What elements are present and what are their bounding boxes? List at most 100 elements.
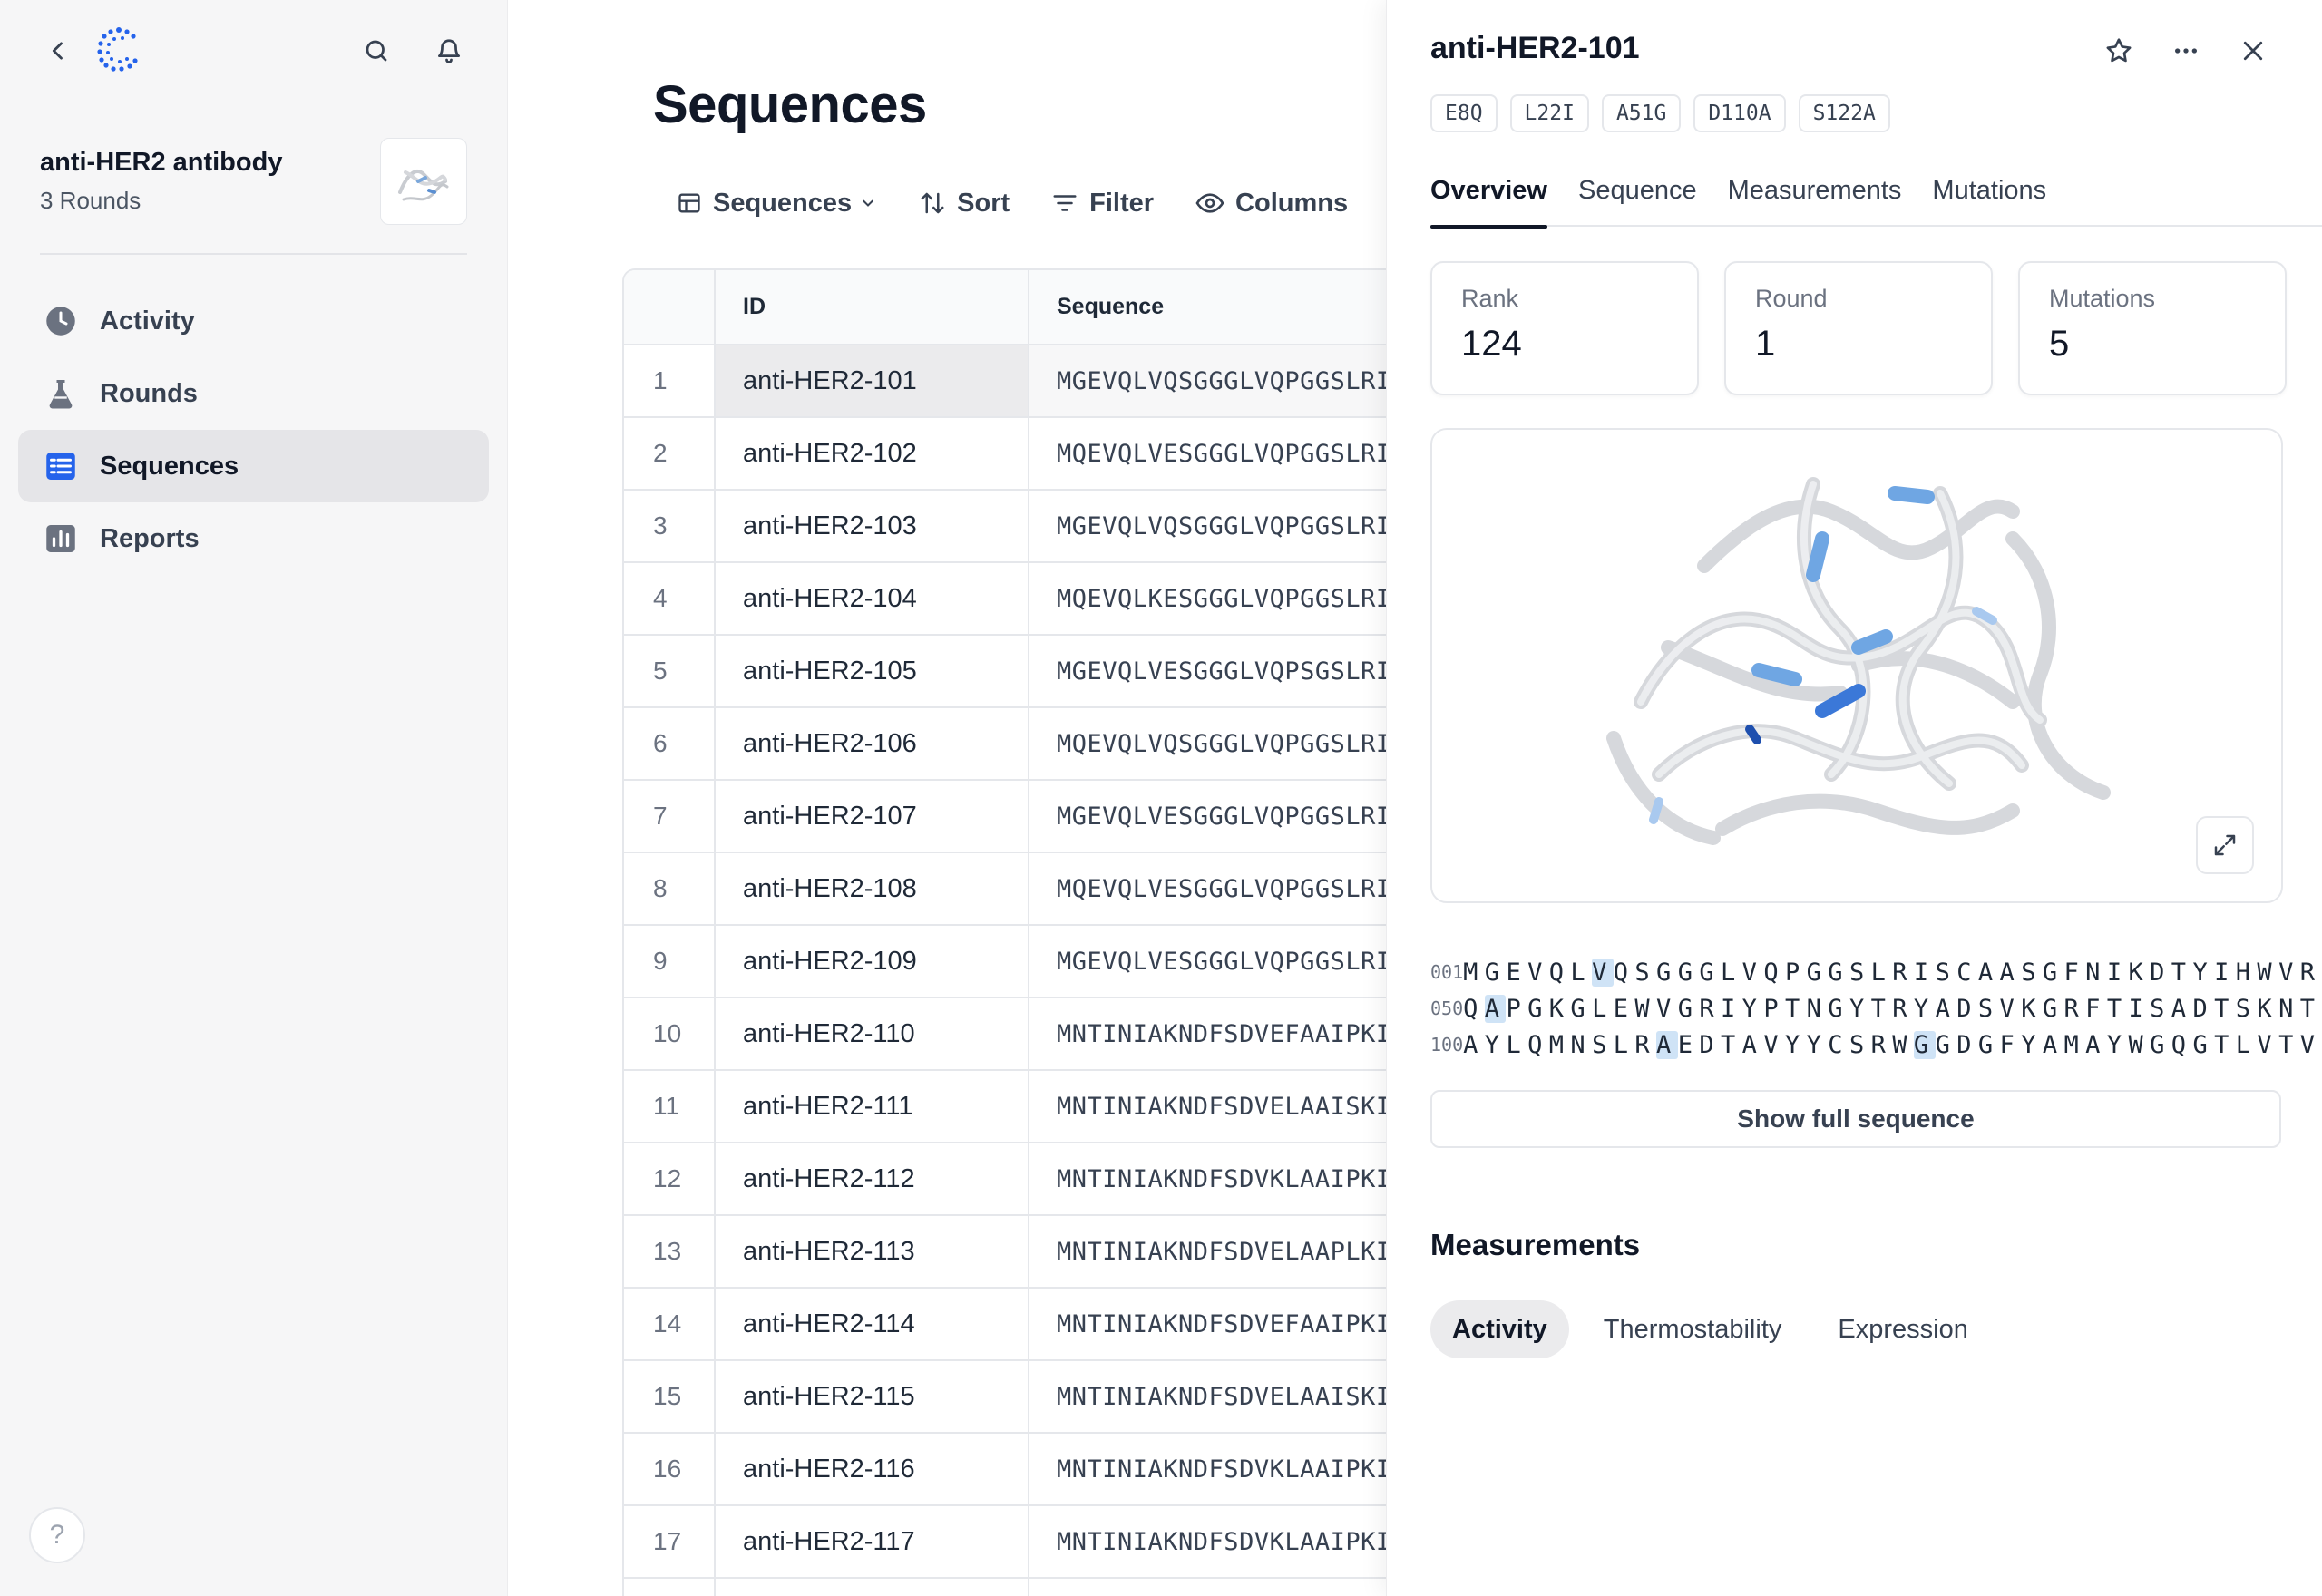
table-row[interactable]: 4 anti-HER2-104 MQEVQLKESGGGLVQPGGSLRIS [624,562,1386,636]
bar-chart-icon [44,521,78,556]
mutation-chip[interactable]: E8Q [1430,94,1498,132]
mutation-chip[interactable]: D110A [1693,94,1786,132]
table-row[interactable]: 11 anti-HER2-111 MNTINIAKNDFSDVELAAISKIS [624,1070,1386,1143]
chevron-down-icon [863,200,874,207]
sequence-position: 001 [1430,961,1464,983]
search-button[interactable] [351,25,402,76]
header-id[interactable]: ID [715,270,1029,345]
bell-icon [438,39,460,63]
stat-cards: Rank 124 Round 1 Mutations 5 [1430,261,2287,395]
mutated-residue[interactable]: A [1484,994,1507,1023]
sequence-preview: 001 MGEVQLVQSGGGLVQPGGSLRISCAASGFNIKDTYIH… [1430,954,2315,1063]
table-row[interactable]: 6 anti-HER2-106 MQEVQLVQSGGGLVQPGGSLRIS [624,707,1386,781]
row-sequence-cell: MNTINIAKNDFSDVELAAPLKIS [1029,1215,1386,1289]
sequence-position: 100 [1430,1034,1464,1056]
protein-structure-viewer[interactable] [1430,428,2283,903]
sidebar-item-sequences[interactable]: Sequences [18,430,489,502]
mutation-chip[interactable]: S122A [1798,94,1890,132]
row-id-cell: anti-HER2-116 [715,1433,1029,1506]
row-number-cell: 13 [624,1215,716,1289]
protein-structure-image [1606,477,2111,845]
close-panel-button[interactable] [2228,25,2278,76]
sidebar-nav: Activity Rounds Sequences Reports [18,285,489,575]
flask-icon [44,376,78,411]
table-row[interactable]: 14 anti-HER2-114 MNTINIAKNDFSDVEFAAIPKIS [624,1288,1386,1361]
row-sequence-cell: MNTINIAKNDFSDVKLAAIPKIS [1029,1143,1386,1216]
view-selector-button[interactable]: Sequences [664,178,890,229]
main-content: Sequences Sequences Sort Filter Columns … [508,0,1386,1596]
sidebar-top-bar [33,25,474,76]
table-row[interactable]: 15 anti-HER2-115 MNTINIAKNDFSDVELAAISKIS [624,1360,1386,1434]
tab-overview[interactable]: Overview [1430,169,1547,229]
mutated-residue[interactable]: A [1656,1030,1678,1059]
table-row[interactable]: 13 anti-HER2-113 MNTINIAKNDFSDVELAAPLKIS [624,1215,1386,1289]
more-horizontal-icon [2175,48,2197,54]
columns-label: Columns [1235,188,1349,218]
sidebar-item-label: Reports [100,523,200,553]
tab-mutations[interactable]: Mutations [1932,176,2047,205]
sidebar-item-reports[interactable]: Reports [18,502,489,575]
app-logo-icon[interactable] [96,26,141,76]
table-row[interactable]: 2 anti-HER2-102 MQEVQLVESGGGLVQPGGSLRIS [624,417,1386,491]
clock-icon [44,304,78,338]
filter-button[interactable]: Filter [1039,178,1166,229]
header-row-number [624,270,716,345]
header-sequence[interactable]: Sequence [1029,270,1386,345]
mutation-chip[interactable]: L22I [1509,94,1589,132]
more-options-button[interactable] [2161,25,2211,76]
tab-measurements[interactable]: Measurements [1727,176,1902,205]
project-header[interactable]: anti-HER2 antibody 3 Rounds [40,138,467,225]
sequence-line: 001 MGEVQLVQSGGGLVQPGGSLRISCAASGFNIKDTYIH… [1430,954,2315,990]
row-sequence-cell: MNTINIAKNDFSDVKLAAIPKIS [1029,1505,1386,1579]
mutation-chip[interactable]: A51G [1601,94,1682,132]
row-number-cell: 15 [624,1360,716,1434]
measurement-tabs: Activity Thermostability Expression [1430,1300,1990,1358]
row-sequence-cell: MNTINIAKNDFSDVKLAAIPKIS [1029,1433,1386,1506]
back-button[interactable] [33,25,83,76]
sort-button[interactable]: Sort [906,178,1022,229]
show-full-sequence-button[interactable]: Show full sequence [1430,1090,2281,1148]
sidebar-item-rounds[interactable]: Rounds [18,357,489,430]
help-button[interactable]: ? [29,1507,85,1563]
filter-label: Filter [1089,188,1155,218]
row-id-cell: anti-HER2-103 [715,490,1029,563]
table-row[interactable]: 9 anti-HER2-109 MGEVQLVESGGGLVQPGGSLRIS [624,925,1386,998]
expand-icon [2214,834,2236,856]
measurement-tab-thermostability[interactable]: Thermostability [1603,1314,1782,1344]
table-row[interactable]: 7 anti-HER2-107 MGEVQLVESGGGLVQPGGSLRIS [624,780,1386,853]
row-sequence-cell: MGEVQLVESGGGLVQPGGSLRIS [1029,925,1386,998]
favorite-button[interactable] [2093,25,2144,76]
row-id-cell: anti-HER2-112 [715,1143,1029,1216]
table-row[interactable]: 17 anti-HER2-117 MNTINIAKNDFSDVKLAAIPKIS [624,1505,1386,1579]
expand-viewer-button[interactable] [2196,816,2254,874]
measurement-tab-activity[interactable]: Activity [1430,1300,1569,1358]
table-row[interactable]: 1 anti-HER2-101 MGEVQLVQSGGGLVQPGGSLRIS [624,345,1386,418]
measurement-tab-expression[interactable]: Expression [1838,1314,1968,1344]
table-row[interactable]: 12 anti-HER2-112 MNTINIAKNDFSDVKLAAIPKIS [624,1143,1386,1216]
columns-button[interactable]: Columns [1183,178,1361,229]
sidebar-item-activity[interactable]: Activity [18,285,489,357]
table-view-icon [678,193,700,213]
star-icon [2106,38,2132,63]
help-icon: ? [49,1520,65,1550]
sort-icon [921,192,944,214]
table-row[interactable]: 5 anti-HER2-105 MGEVQLVESGGGLVQPSGSLRIS [624,635,1386,708]
row-number-cell: 8 [624,852,716,926]
row-sequence-cell: MGEVQLVESGGGLVQPSGSLRIS [1029,635,1386,708]
stat-label: Round [1755,285,1828,312]
table-row[interactable]: 8 anti-HER2-108 MQEVQLVESGGGLVQPGGSLRIS [624,852,1386,926]
close-icon [2243,41,2263,61]
table-row[interactable]: 3 anti-HER2-103 MGEVQLVQSGGGLVQPGGSLRIS [624,490,1386,563]
table-header-row: ID Sequence [624,270,1386,345]
table-row[interactable]: 10 anti-HER2-110 MNTINIAKNDFSDVEFAAIPKIS [624,998,1386,1071]
mutated-residue[interactable]: G [1913,1030,1936,1059]
table-row[interactable]: 18 [624,1578,1386,1596]
mutated-residue[interactable]: V [1592,958,1614,987]
notifications-button[interactable] [424,25,474,76]
stat-value: 124 [1461,324,1522,364]
row-id-cell: anti-HER2-110 [715,998,1029,1071]
sequences-table: ID Sequence 1 anti-HER2-101 MGEVQLVQSGGGLV… [622,268,1386,1596]
table-row[interactable]: 16 anti-HER2-116 MNTINIAKNDFSDVKLAAIPKIS [624,1433,1386,1506]
row-sequence-cell: MQEVQLKESGGGLVQPGGSLRIS [1029,562,1386,636]
tab-sequence[interactable]: Sequence [1577,176,1697,205]
